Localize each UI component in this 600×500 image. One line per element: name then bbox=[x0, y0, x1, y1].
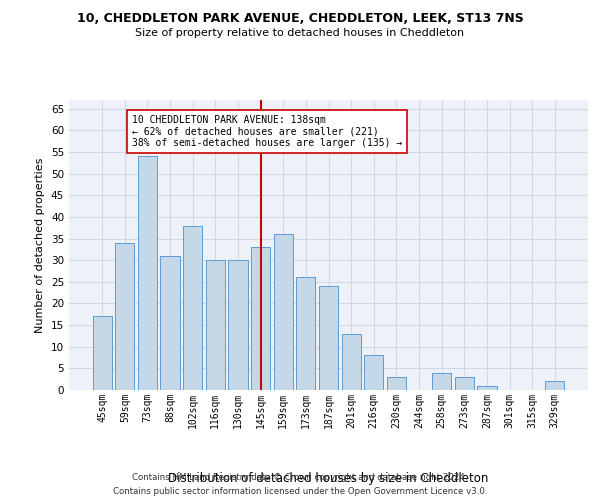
Bar bbox=[183, 226, 202, 390]
Bar bbox=[341, 334, 361, 390]
Bar bbox=[477, 386, 497, 390]
Bar bbox=[455, 377, 474, 390]
Bar bbox=[138, 156, 157, 390]
Bar bbox=[160, 256, 180, 390]
Text: 10, CHEDDLETON PARK AVENUE, CHEDDLETON, LEEK, ST13 7NS: 10, CHEDDLETON PARK AVENUE, CHEDDLETON, … bbox=[77, 12, 523, 26]
Bar bbox=[92, 316, 112, 390]
Bar bbox=[432, 372, 451, 390]
Text: Size of property relative to detached houses in Cheddleton: Size of property relative to detached ho… bbox=[136, 28, 464, 38]
Text: Contains HM Land Registry data © Crown copyright and database right 2024.: Contains HM Land Registry data © Crown c… bbox=[132, 473, 468, 482]
Bar bbox=[545, 382, 565, 390]
Bar bbox=[229, 260, 248, 390]
Bar bbox=[251, 247, 270, 390]
Text: 10 CHEDDLETON PARK AVENUE: 138sqm
← 62% of detached houses are smaller (221)
38%: 10 CHEDDLETON PARK AVENUE: 138sqm ← 62% … bbox=[131, 115, 402, 148]
Bar bbox=[319, 286, 338, 390]
Bar bbox=[387, 377, 406, 390]
Bar bbox=[274, 234, 293, 390]
Text: Contains public sector information licensed under the Open Government Licence v3: Contains public sector information licen… bbox=[113, 486, 487, 496]
X-axis label: Distribution of detached houses by size in Cheddleton: Distribution of detached houses by size … bbox=[169, 472, 488, 486]
Bar bbox=[115, 243, 134, 390]
Bar bbox=[296, 278, 316, 390]
Bar bbox=[206, 260, 225, 390]
Y-axis label: Number of detached properties: Number of detached properties bbox=[35, 158, 46, 332]
Bar bbox=[364, 356, 383, 390]
